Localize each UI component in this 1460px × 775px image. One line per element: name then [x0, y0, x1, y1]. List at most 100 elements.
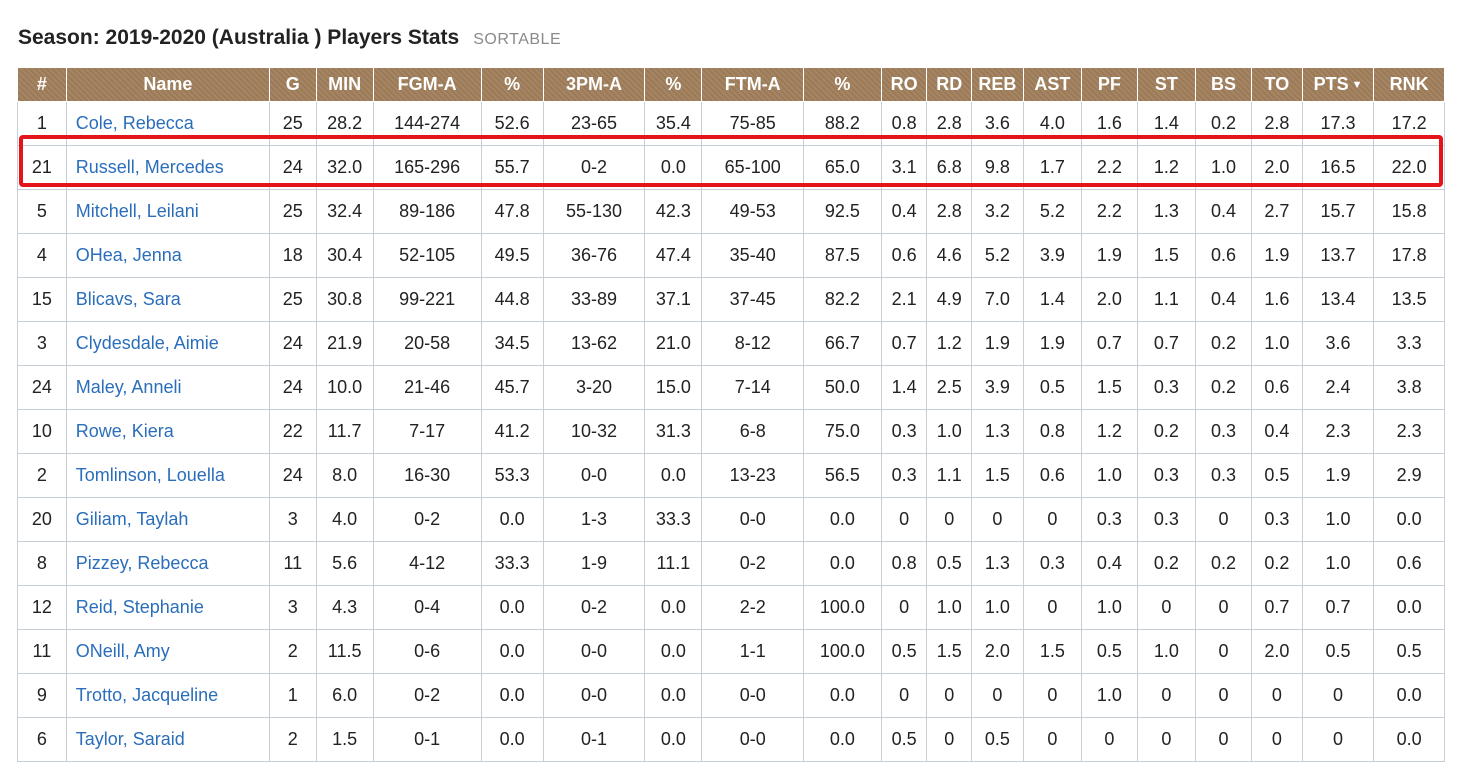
stat-cell: 37-45 [701, 277, 805, 322]
player-name-link[interactable]: Pizzey, Rebecca [65, 541, 270, 586]
stat-cell: 3.6 [971, 101, 1024, 146]
player-name-link[interactable]: Rowe, Kiera [65, 409, 270, 454]
stat-cell: 0.4 [1194, 277, 1252, 322]
stat-cell: 0.3 [1136, 497, 1196, 542]
page-title: Season: 2019-2020 (Australia ) Players S… [18, 26, 460, 49]
stat-cell: 0-0 [542, 453, 646, 498]
stat-cell: 2.0 [971, 629, 1024, 674]
column-header-reb[interactable]: REB [971, 67, 1024, 102]
stat-cell: 2.8 [926, 101, 972, 146]
stat-cell: 0-1 [372, 717, 482, 762]
stat-cell: 2.3 [1301, 409, 1375, 454]
stat-cell: 0 [1194, 497, 1252, 542]
stat-cell: 1.5 [926, 629, 972, 674]
stat-cell: 0.7 [1080, 321, 1138, 366]
player-name-link[interactable]: Mitchell, Leilani [65, 189, 270, 234]
stat-cell: 7-17 [372, 409, 482, 454]
player-name-link[interactable]: Cole, Rebecca [65, 101, 270, 146]
column-header-ast[interactable]: AST [1022, 67, 1082, 102]
stat-cell: 33.3 [480, 541, 544, 586]
column-header-min[interactable]: MIN [315, 67, 374, 102]
player-name-link[interactable]: Taylor, Saraid [65, 717, 270, 762]
stat-cell: 0.3 [1022, 541, 1082, 586]
player-name-link[interactable]: Giliam, Taylah [65, 497, 270, 542]
player-name-link[interactable]: Trotto, Jacqueline [65, 673, 270, 718]
column-header-g[interactable]: G [268, 67, 317, 102]
stat-cell: 100.0 [803, 585, 882, 630]
column-header-ro[interactable]: RO [880, 67, 928, 102]
column-header-pf[interactable]: PF [1080, 67, 1138, 102]
stat-cell: 52-105 [372, 233, 482, 278]
player-name-link[interactable]: Clydesdale, Aimie [65, 321, 270, 366]
stat-cell: 0.0 [480, 629, 544, 674]
stat-cell: 49.5 [480, 233, 544, 278]
stat-cell: 1.5 [1080, 365, 1138, 410]
stat-cell: 32.4 [315, 189, 374, 234]
stat-cell: 0.0 [803, 717, 882, 762]
stat-cell: 0-0 [701, 717, 805, 762]
stat-cell: 0 [926, 717, 972, 762]
stat-cell: 20-58 [372, 321, 482, 366]
column-header-pct-7[interactable]: % [644, 67, 703, 102]
column-header-bs[interactable]: BS [1194, 67, 1252, 102]
stat-cell: 0.8 [880, 101, 928, 146]
player-name-link[interactable]: Tomlinson, Louella [65, 453, 270, 498]
player-number-cell: 1 [17, 101, 67, 146]
stat-cell: 2.2 [1080, 189, 1138, 234]
stat-cell: 11.1 [644, 541, 703, 586]
stat-cell: 44.8 [480, 277, 544, 322]
stat-cell: 3.2 [971, 189, 1024, 234]
players-stats-table: # Name G MIN FGM-A% 3PM-A% FTM-A% RO RD REB AST PF S… [17, 67, 1445, 762]
column-header-rd[interactable]: RD [926, 67, 972, 102]
player-name-link[interactable]: Maley, Anneli [65, 365, 270, 410]
column-header-name[interactable]: Name [65, 67, 270, 102]
stat-cell: 1.0 [1136, 629, 1196, 674]
column-header-ftm-a[interactable]: FTM-A [701, 67, 805, 102]
stat-cell: 0.3 [1136, 453, 1196, 498]
stat-cell: 1.9 [1301, 453, 1375, 498]
stat-cell: 2.4 [1301, 365, 1375, 410]
stat-cell: 32.0 [315, 145, 374, 190]
column-header-3pm-a[interactable]: 3PM-A [542, 67, 646, 102]
stat-cell: 0.2 [1194, 541, 1252, 586]
column-header-fgm-a[interactable]: FGM-A [372, 67, 482, 102]
stat-cell: 0.5 [926, 541, 972, 586]
stat-cell: 2.7 [1250, 189, 1303, 234]
stat-cell: 0.0 [1373, 497, 1445, 542]
stat-cell: 0 [1194, 717, 1252, 762]
column-header-pct-9[interactable]: % [803, 67, 882, 102]
player-name-link[interactable]: Russell, Mercedes [65, 145, 270, 190]
stat-cell: 1.0 [926, 409, 972, 454]
stat-cell: 0.8 [1022, 409, 1082, 454]
column-header-pct-5[interactable]: % [480, 67, 544, 102]
stat-cell: 25 [268, 101, 317, 146]
stat-cell: 7-14 [701, 365, 805, 410]
stat-cell: 0 [971, 497, 1024, 542]
column-header-number[interactable]: # [17, 67, 67, 102]
stat-cell: 37.1 [644, 277, 703, 322]
player-number-cell: 11 [17, 629, 67, 674]
stat-cell: 5.6 [315, 541, 374, 586]
stat-cell: 0 [1194, 673, 1252, 718]
page-heading: Season: 2019-2020 (Australia ) Players S… [18, 26, 561, 50]
stat-cell: 21.9 [315, 321, 374, 366]
stat-cell: 9.8 [971, 145, 1024, 190]
player-number-cell: 8 [17, 541, 67, 586]
stat-cell: 56.5 [803, 453, 882, 498]
stat-cell: 55.7 [480, 145, 544, 190]
stat-cell: 35-40 [701, 233, 805, 278]
stat-cell: 1.5 [1136, 233, 1196, 278]
column-header-to[interactable]: TO [1250, 67, 1303, 102]
stat-cell: 3.1 [880, 145, 928, 190]
player-name-link[interactable]: Blicavs, Sara [65, 277, 270, 322]
player-name-link[interactable]: OHea, Jenna [65, 233, 270, 278]
stat-cell: 1.6 [1250, 277, 1303, 322]
stat-cell: 0.2 [1194, 101, 1252, 146]
stat-cell: 47.4 [644, 233, 703, 278]
column-header-pts[interactable]: PTS ▼ [1301, 67, 1375, 102]
column-header-st[interactable]: ST [1136, 67, 1196, 102]
player-name-link[interactable]: ONeill, Amy [65, 629, 270, 674]
stat-cell: 2-2 [701, 585, 805, 630]
player-name-link[interactable]: Reid, Stephanie [65, 585, 270, 630]
column-header-rnk[interactable]: RNK [1373, 67, 1445, 102]
